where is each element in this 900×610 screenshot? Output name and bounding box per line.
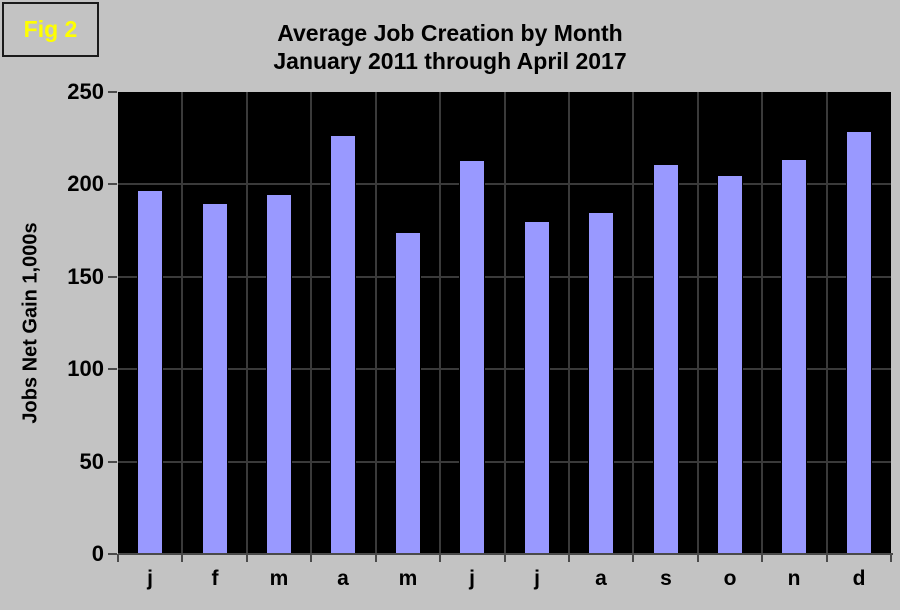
x-tick-label: j (147, 567, 153, 590)
x-tick-mark (504, 554, 506, 562)
y-axis-title: Jobs Net Gain 1,000s (19, 222, 42, 424)
x-tick-label: n (787, 567, 801, 590)
bar (781, 159, 807, 554)
gridline-vertical (504, 92, 506, 554)
x-tick-mark (117, 554, 119, 562)
x-tick-label: j (534, 567, 540, 590)
bar (330, 135, 356, 554)
gridline-vertical (826, 92, 828, 554)
y-tick-mark (108, 91, 117, 93)
bar (395, 232, 421, 554)
gridline-vertical (697, 92, 699, 554)
x-tick-mark (439, 554, 441, 562)
figure-label-box: Fig 2 (2, 2, 99, 57)
bar (588, 212, 614, 554)
y-tick-label: 250 (67, 79, 104, 104)
x-tick-mark (761, 554, 763, 562)
x-tick-label: d (852, 567, 866, 590)
y-tick-label: 50 (79, 449, 104, 474)
bar (524, 221, 550, 554)
y-tick-label: 150 (67, 264, 104, 289)
bar (459, 160, 485, 554)
x-tick-label: s (660, 567, 672, 590)
gridline-vertical (761, 92, 763, 554)
chart-title-line1: Average Job Creation by Month (277, 20, 623, 46)
gridline-vertical (246, 92, 248, 554)
y-tick-label: 0 (91, 541, 104, 566)
x-tick-mark (826, 554, 828, 562)
x-tick-mark (697, 554, 699, 562)
y-tick-mark (108, 368, 117, 370)
plot-area (118, 92, 891, 554)
bar (717, 175, 743, 554)
bar (846, 131, 872, 554)
y-tick-label: 200 (67, 171, 104, 196)
chart-title: Average Job Creation by Month January 20… (0, 19, 900, 75)
x-tick-mark (632, 554, 634, 562)
gridline-vertical (310, 92, 312, 554)
y-tick-label: 100 (67, 356, 104, 381)
figure-label: Fig 2 (23, 16, 78, 42)
gridline-vertical (568, 92, 570, 554)
gridline-vertical (181, 92, 183, 554)
x-tick-mark (246, 554, 248, 562)
x-tick-label: m (398, 567, 418, 590)
x-tick-mark (181, 554, 183, 562)
x-tick-label: m (269, 567, 289, 590)
x-tick-mark (375, 554, 377, 562)
x-tick-mark (568, 554, 570, 562)
x-tick-mark (890, 554, 892, 562)
x-tick-label: f (211, 567, 219, 590)
bar (202, 203, 228, 554)
gridline-vertical (632, 92, 634, 554)
gridline-vertical (375, 92, 377, 554)
chart-title-line2: January 2011 through April 2017 (273, 48, 627, 74)
bar (137, 190, 163, 554)
x-tick-label: a (337, 567, 349, 590)
y-tick-mark (108, 553, 117, 555)
x-tick-mark (310, 554, 312, 562)
x-tick-label: o (723, 567, 737, 590)
x-tick-label: a (595, 567, 607, 590)
x-tick-label: j (469, 567, 475, 590)
y-tick-mark (108, 183, 117, 185)
bar (653, 164, 679, 554)
bar (266, 194, 292, 554)
y-tick-mark (108, 461, 117, 463)
y-tick-mark (108, 276, 117, 278)
gridline-vertical (439, 92, 441, 554)
